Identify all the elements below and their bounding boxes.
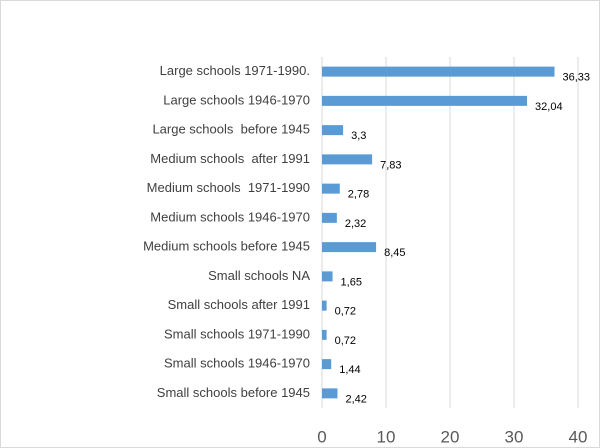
value-label: 2,42 — [345, 393, 366, 405]
value-label: 8,45 — [384, 247, 405, 259]
bar — [322, 242, 377, 253]
value-label: 0,72 — [335, 335, 356, 347]
value-label: 7,83 — [380, 159, 401, 171]
category-label: Small schools NA — [208, 268, 310, 283]
category-label: Small schools before 1945 — [157, 385, 310, 400]
bar — [322, 66, 555, 77]
category-label: Large schools before 1945 — [152, 122, 310, 137]
value-label: 2,78 — [348, 189, 369, 201]
value-label: 3,3 — [351, 130, 366, 142]
bar — [322, 271, 333, 282]
value-label: 32,04 — [535, 101, 563, 113]
bar — [322, 183, 340, 194]
category-label: Large schools 1946-1970 — [163, 92, 310, 107]
bar — [322, 388, 338, 399]
value-label: 1,65 — [341, 276, 362, 288]
category-label: Small schools after 1991 — [168, 297, 310, 312]
category-label: Medium schools after 1991 — [150, 151, 310, 166]
bar — [322, 95, 528, 106]
x-tick-label: 0 — [317, 427, 326, 446]
category-label: Small schools 1971-1990 — [164, 326, 310, 341]
x-tick-label: 20 — [441, 427, 460, 446]
category-label: Small schools 1946-1970 — [164, 356, 310, 371]
x-tick-label: 30 — [505, 427, 524, 446]
x-tick-label: 10 — [377, 427, 396, 446]
category-label: Medium schools 1946-1970 — [150, 209, 310, 224]
bar — [322, 212, 337, 223]
bar — [322, 359, 332, 370]
value-label: 2,32 — [345, 218, 366, 230]
value-label: 0,72 — [335, 306, 356, 318]
value-label: 36,33 — [563, 72, 591, 84]
x-tick-label: 40 — [569, 427, 588, 446]
bar — [322, 329, 327, 340]
value-label: 1,44 — [339, 364, 360, 376]
category-label: Medium schools before 1945 — [143, 239, 310, 254]
category-label: Medium schools 1971-1990 — [147, 180, 310, 195]
category-label: Large schools 1971-1990. — [160, 63, 310, 78]
bar — [322, 154, 373, 165]
bar — [322, 300, 327, 311]
bar — [322, 125, 344, 136]
